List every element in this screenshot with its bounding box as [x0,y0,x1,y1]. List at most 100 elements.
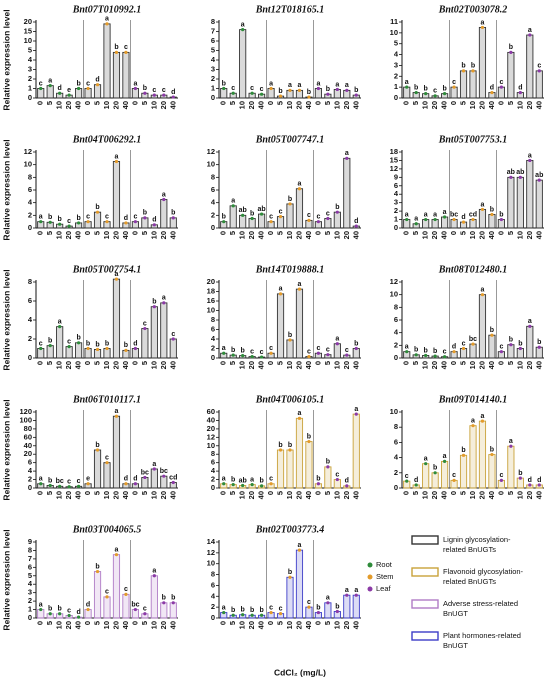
y-tick-label: 12 [207,147,215,156]
significance-letter: c [67,218,71,225]
significance-letter: a [269,80,273,87]
y-tick-label: 10 [207,441,215,450]
significance-letter: b [326,86,330,93]
x-tick-label: 20 [477,361,486,369]
x-tick-label: 20 [342,101,351,109]
significance-letter: b [95,442,99,449]
bar [507,445,515,489]
legend-marker [367,562,373,568]
y-tick-label: 2 [28,475,32,484]
mean-dot [537,178,541,182]
significance-letter: b [76,80,80,87]
significance-letter: b [424,86,428,93]
mean-dot [48,220,52,224]
significance-letter: cd [469,211,477,218]
y-tick-label: 5 [28,45,32,54]
x-tick-label: 20 [430,101,439,109]
x-tick-label: 20 [294,101,303,109]
mean-dot [424,92,428,96]
y-tick-label: 8 [211,17,215,26]
significance-letter: a [162,295,166,302]
significance-letter: b [354,340,358,347]
significance-letter: c [77,478,81,485]
y-tick-label: 2 [28,596,32,605]
x-tick-label: 20 [111,361,120,369]
panel-title: Bnt04T006105.1 [255,394,325,405]
y-tick-label: 8 [28,277,32,286]
significance-letter: d [58,85,62,92]
x-tick-label: 20 [111,231,120,239]
mean-dot [443,355,447,359]
x-tick-label: 40 [257,491,266,499]
mean-dot [241,613,245,617]
x-tick-label: 40 [440,101,449,109]
mean-dot [405,479,409,483]
mean-dot [518,175,522,179]
legend-label: BnUGT [443,641,468,650]
significance-letter: a [133,80,137,87]
significance-letter: c [307,212,311,219]
significance-letter: a [345,587,349,594]
mean-dot [114,159,119,164]
x-tick-label: 0 [449,231,458,235]
x-tick-label: 5 [323,361,332,365]
mean-dot [471,69,475,73]
x-tick-label: 40 [487,101,496,109]
mean-dot [231,91,235,95]
significance-letter: b [461,447,465,454]
significance-letter: a [335,336,339,343]
mean-dot [241,28,245,32]
panel-title: Bnt09T014140.1 [438,394,508,405]
mean-dot [250,613,254,617]
x-tick-label: 10 [102,231,111,239]
x-tick-label: 0 [449,491,458,495]
y-tick-label: 9 [28,537,32,546]
significance-letter: a [298,181,302,188]
x-tick-label: 5 [45,621,54,625]
y-tick-label: 6 [28,562,32,571]
x-tick-label: 10 [149,621,158,629]
x-tick-label: 40 [74,231,83,239]
significance-letter: d [133,340,137,347]
mean-dot [297,548,302,552]
x-tick-label: 0 [449,361,458,365]
mean-dot [433,94,437,98]
panel-title: Bnt08T012480.1 [438,264,508,275]
mean-dot [143,612,147,616]
y-tick-label: 60 [207,407,215,416]
significance-letter: b [48,214,52,221]
significance-letter: d [345,478,349,485]
x-tick-label: 10 [332,361,341,369]
x-tick-label: 40 [304,621,313,629]
x-tick-label: 20 [159,231,168,239]
significance-letter: c [269,214,273,221]
significance-letter: b [231,607,235,614]
y-tick-label: 0 [211,93,215,102]
x-tick-label: 5 [228,491,237,495]
y-tick-label: 8 [394,302,398,311]
significance-letter: c [86,80,90,87]
mean-dot [354,412,358,416]
x-tick-label: 10 [515,491,524,499]
y-tick-label: 12 [24,147,32,156]
y-tick-label: 5 [28,571,32,580]
y-tick-label: 10 [207,305,215,314]
mean-dot [77,86,81,91]
y-tick-label: 8 [28,172,32,181]
x-tick-label: 5 [93,621,102,625]
significance-letter: a [528,152,532,159]
significance-letter: a [298,281,302,288]
x-tick-label: 10 [102,361,111,369]
significance-letter: d [528,477,532,484]
y-tick-label: 18 [207,286,215,295]
y-tick-label: 1 [28,605,32,614]
significance-letter: c [499,344,503,351]
significance-letter: e [67,87,71,94]
significance-letter: c [452,79,456,86]
y-tick-label: 15 [24,26,32,35]
y-axis-label: Relative expression level [1,529,11,630]
mean-dot [152,93,156,97]
significance-letter: b [222,214,226,221]
mean-dot [260,355,264,359]
bar [286,203,294,229]
